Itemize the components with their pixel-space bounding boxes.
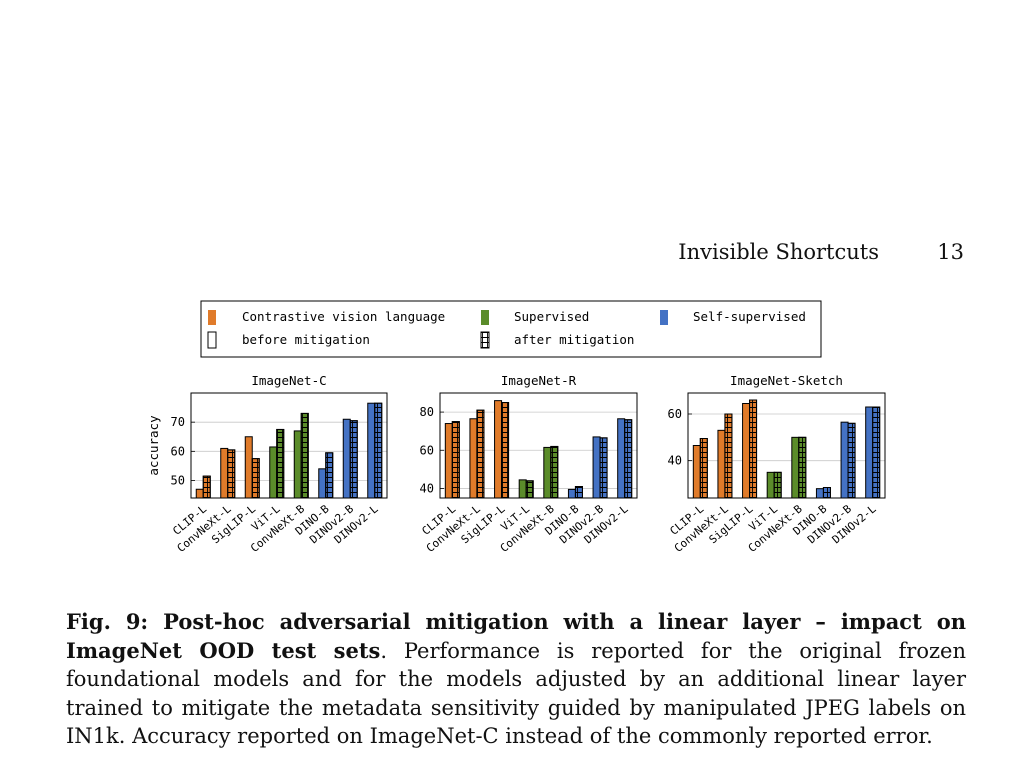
bar-before (367, 402, 376, 499)
bar-after-hatch (798, 436, 807, 499)
chart-title: ImageNet-Sketch (730, 373, 843, 388)
bar-after-hatch (251, 458, 260, 499)
y-tick-label: 40 (420, 481, 434, 495)
plot-frame (439, 392, 638, 499)
bar-after-hatch (300, 412, 309, 499)
caption-body: . Performance is reported for the origin… (66, 638, 966, 749)
bar-before (692, 445, 701, 499)
bar-after-hatch (227, 449, 236, 499)
bar-before (717, 429, 726, 499)
y-tick-label: 40 (668, 454, 682, 468)
chart-1: 506070ImageNet-CaccuracyCLIP-LConvNeXt-L… (146, 373, 388, 555)
bar-after-hatch (847, 422, 856, 499)
bar-after-hatch (872, 406, 881, 499)
legend-label-after: after mitigation (514, 332, 634, 347)
bar-before (543, 446, 552, 499)
bar-before (766, 471, 775, 499)
legend-label-self-supervised: Self-supervised (693, 309, 806, 324)
bar-after-hatch (451, 421, 460, 499)
page-header: Invisible Shortcuts 13 (0, 240, 1030, 268)
bar-before (444, 423, 453, 499)
plot-frame (687, 392, 886, 499)
bar-before (815, 488, 824, 499)
bar-before (469, 418, 478, 499)
legend-swatch-after (480, 331, 490, 349)
bar-after-hatch (276, 428, 285, 499)
bar-before (592, 436, 601, 499)
bar-after-hatch (574, 486, 583, 499)
y-tick-label: 60 (420, 443, 434, 457)
plot-frame (190, 392, 388, 499)
legend-frame (200, 300, 822, 358)
y-tick-label: 80 (420, 405, 434, 419)
figure-caption: Fig. 9: Post-hoc adversarial mitigation … (66, 608, 966, 751)
bar-after-hatch (476, 409, 485, 499)
bar-before (791, 436, 800, 499)
legend: Contrastive vision language Supervised S… (200, 300, 822, 358)
bar-after-hatch (724, 413, 733, 499)
bar-before (865, 406, 874, 499)
bar-after-hatch (773, 471, 782, 499)
bar-before (617, 418, 626, 499)
bar-before (195, 488, 204, 499)
bar-before (269, 446, 278, 499)
y-tick-label: 70 (171, 415, 185, 429)
bar-after-hatch (525, 480, 534, 499)
bar-before (518, 479, 527, 499)
chart-2: 406080ImageNet-RCLIP-LConvNeXt-LSigLIP-L… (419, 373, 638, 555)
running-title: Invisible Shortcuts (678, 240, 879, 264)
bar-before (293, 430, 302, 499)
legend-swatch-self-supervised (660, 310, 668, 325)
legend-swatch-before (207, 331, 217, 349)
legend-label-contrastive: Contrastive vision language (242, 309, 445, 324)
legend-label-supervised: Supervised (514, 309, 589, 324)
y-tick-label: 50 (171, 474, 185, 488)
bar-before (567, 488, 576, 499)
bar-before (342, 418, 351, 499)
bar-before (494, 400, 503, 499)
page-number: 13 (937, 240, 964, 264)
figure-9: Contrastive vision language Supervised S… (146, 300, 886, 555)
y-tick-label: 60 (668, 407, 682, 421)
bar-before (742, 403, 751, 499)
chart-title: ImageNet-C (251, 373, 326, 388)
bar-after-hatch (349, 420, 358, 499)
bar-before (318, 468, 327, 499)
charts: 506070ImageNet-CaccuracyCLIP-LConvNeXt-L… (146, 373, 886, 555)
bar-before (840, 421, 849, 499)
caption-lead: Fig. 9: Post-hoc adversarial mitigation … (66, 609, 966, 663)
bar-after-hatch (699, 438, 708, 499)
bar-after-hatch (374, 402, 383, 499)
legend-swatch-contrastive (208, 310, 216, 325)
bar-after-hatch (325, 452, 334, 499)
chart-3: 4060ImageNet-SketchCLIP-LConvNeXt-LSigLI… (667, 373, 886, 555)
bar-after-hatch (749, 399, 758, 499)
legend-swatch-supervised (481, 310, 489, 325)
bar-after-hatch (202, 475, 211, 499)
chart-title: ImageNet-R (501, 373, 577, 388)
bar-after-hatch (822, 487, 831, 499)
bar-after-hatch (624, 419, 633, 499)
bar-after-hatch (599, 437, 608, 499)
bar-after-hatch (550, 445, 559, 499)
bar-before (244, 436, 253, 499)
bar-after-hatch (501, 402, 510, 499)
legend-label-before: before mitigation (242, 332, 370, 347)
y-axis-label: accuracy (146, 415, 161, 476)
y-tick-label: 60 (171, 444, 185, 458)
bar-before (220, 447, 229, 499)
